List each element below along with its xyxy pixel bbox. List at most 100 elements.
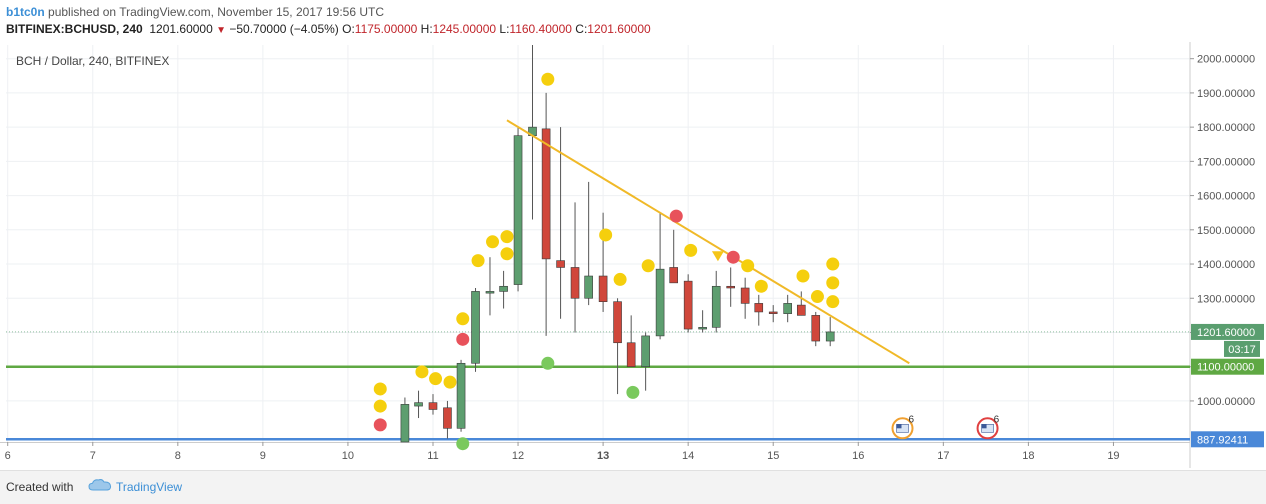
candle-body[interactable] (641, 335, 650, 368)
us-flag-canton (896, 424, 902, 429)
signal-dot (796, 269, 810, 283)
x-tick-label: 17 (937, 450, 949, 462)
candle-body[interactable] (584, 275, 593, 299)
candle-body[interactable] (456, 362, 466, 429)
candle-body[interactable] (669, 267, 679, 284)
x-tick-label: 12 (512, 450, 524, 462)
signal-dot (741, 259, 755, 273)
last-price-label-bg (1191, 323, 1264, 340)
signal-dot (810, 290, 824, 304)
high-label: H: (420, 22, 433, 36)
signal-dot (456, 437, 470, 451)
low-label: L: (499, 22, 510, 36)
signal-dot (684, 243, 698, 257)
candle-body[interactable] (698, 327, 707, 330)
candle-body[interactable] (598, 275, 608, 302)
last-price: 1201.60000 (149, 22, 213, 36)
descending-trendline[interactable] (506, 119, 910, 365)
candle-body[interactable] (513, 135, 523, 285)
x-tick-label: 15 (767, 450, 779, 462)
open-label: O: (342, 22, 355, 36)
y-tick-label: 1700.00000 (1197, 156, 1255, 168)
candle-body[interactable] (754, 303, 764, 313)
candle-body[interactable] (811, 315, 821, 342)
signal-dot (373, 418, 387, 432)
y-tick-label: 1500.00000 (1197, 225, 1255, 237)
candle-body[interactable] (485, 291, 495, 294)
candle-body[interactable] (768, 311, 778, 314)
signal-dot (726, 250, 740, 264)
signal-dot (471, 254, 485, 268)
countdown-bg (1224, 340, 1260, 357)
signal-dot (456, 312, 470, 326)
y-tick-label: 1000.00000 (1197, 396, 1255, 408)
x-tick-label: 9 (260, 450, 266, 462)
low-value: 1160.40000 (509, 22, 572, 36)
signal-dot (415, 365, 429, 379)
price-chart[interactable]: BCH / Dollar, 240, BITFINEX1000.00000110… (0, 42, 1266, 470)
candle-body[interactable] (428, 402, 438, 410)
quote-line: BITFINEX:BCHUSD, 240 1201.60000 ▼ −50.70… (6, 22, 651, 36)
signal-dot (429, 372, 443, 386)
publish-info: published on TradingView.com, November 1… (48, 5, 385, 19)
candle-body[interactable] (740, 287, 750, 304)
signal-dot (500, 230, 514, 244)
candle-body[interactable] (825, 331, 835, 342)
y-tick-label: 1800.00000 (1197, 122, 1255, 134)
signal-dot (626, 385, 640, 399)
candle-body[interactable] (726, 285, 735, 289)
candle-body[interactable] (499, 285, 508, 292)
candle-body[interactable] (613, 301, 622, 344)
down-triangle-marker-icon (711, 251, 724, 262)
support2-price-label-bg (1191, 431, 1264, 448)
y-tick-label: 1400.00000 (1197, 259, 1255, 271)
open-value: 1175.00000 (354, 22, 418, 36)
signal-dot (456, 332, 470, 346)
candle-body[interactable] (541, 128, 551, 260)
candle-body[interactable] (783, 303, 792, 314)
cloud-logo-icon (88, 478, 112, 491)
signal-dot (599, 228, 613, 242)
y-tick-label: 1600.00000 (1197, 191, 1255, 203)
candle-body[interactable] (796, 304, 806, 316)
signal-dot (826, 295, 840, 309)
down-arrow-icon: ▼ (216, 25, 227, 36)
plot-area (6, 45, 1190, 442)
signal-dot (826, 257, 840, 271)
author-link[interactable]: b1tc0n (6, 5, 45, 19)
us-flag-canton (981, 424, 987, 429)
candle-body[interactable] (443, 407, 452, 429)
x-tick-label: 16 (852, 450, 864, 462)
support-price-label: 1100.00000 (1197, 362, 1254, 374)
y-tick-label: 2000.00000 (1197, 54, 1255, 66)
event-count: 6 (994, 414, 1000, 425)
close-value: 1201.60000 (587, 22, 651, 36)
created-with-label: Created with (6, 480, 74, 494)
candle-body[interactable] (556, 260, 565, 268)
candle-body[interactable] (655, 268, 665, 337)
candle-body[interactable] (414, 402, 423, 407)
candle-body[interactable] (570, 267, 580, 299)
x-tick-label: 6 (5, 450, 11, 462)
signal-dot (373, 399, 387, 413)
support-price-label-bg (1191, 358, 1264, 375)
y-tick-label: 1300.00000 (1197, 293, 1255, 305)
signal-dot (754, 279, 768, 293)
tradingview-link[interactable]: TradingView (88, 477, 182, 494)
support2-price-label: 887.92411 (1197, 434, 1248, 446)
publish-line: b1tc0n published on TradingView.com, Nov… (6, 5, 384, 19)
footer: Created with TradingView (0, 470, 1266, 504)
countdown-label: 03:17 (1228, 344, 1256, 356)
candle-body[interactable] (400, 404, 410, 443)
signal-dot (613, 272, 627, 286)
close-label: C: (575, 22, 588, 36)
signal-dot (826, 276, 840, 290)
signal-dot (541, 356, 555, 370)
candle-body[interactable] (683, 280, 693, 330)
candle-body[interactable] (711, 285, 721, 328)
candle-body[interactable] (471, 291, 480, 364)
event-count: 6 (909, 414, 915, 425)
signal-dot (486, 235, 500, 249)
signal-dot (669, 209, 683, 223)
candle-body[interactable] (626, 342, 636, 368)
